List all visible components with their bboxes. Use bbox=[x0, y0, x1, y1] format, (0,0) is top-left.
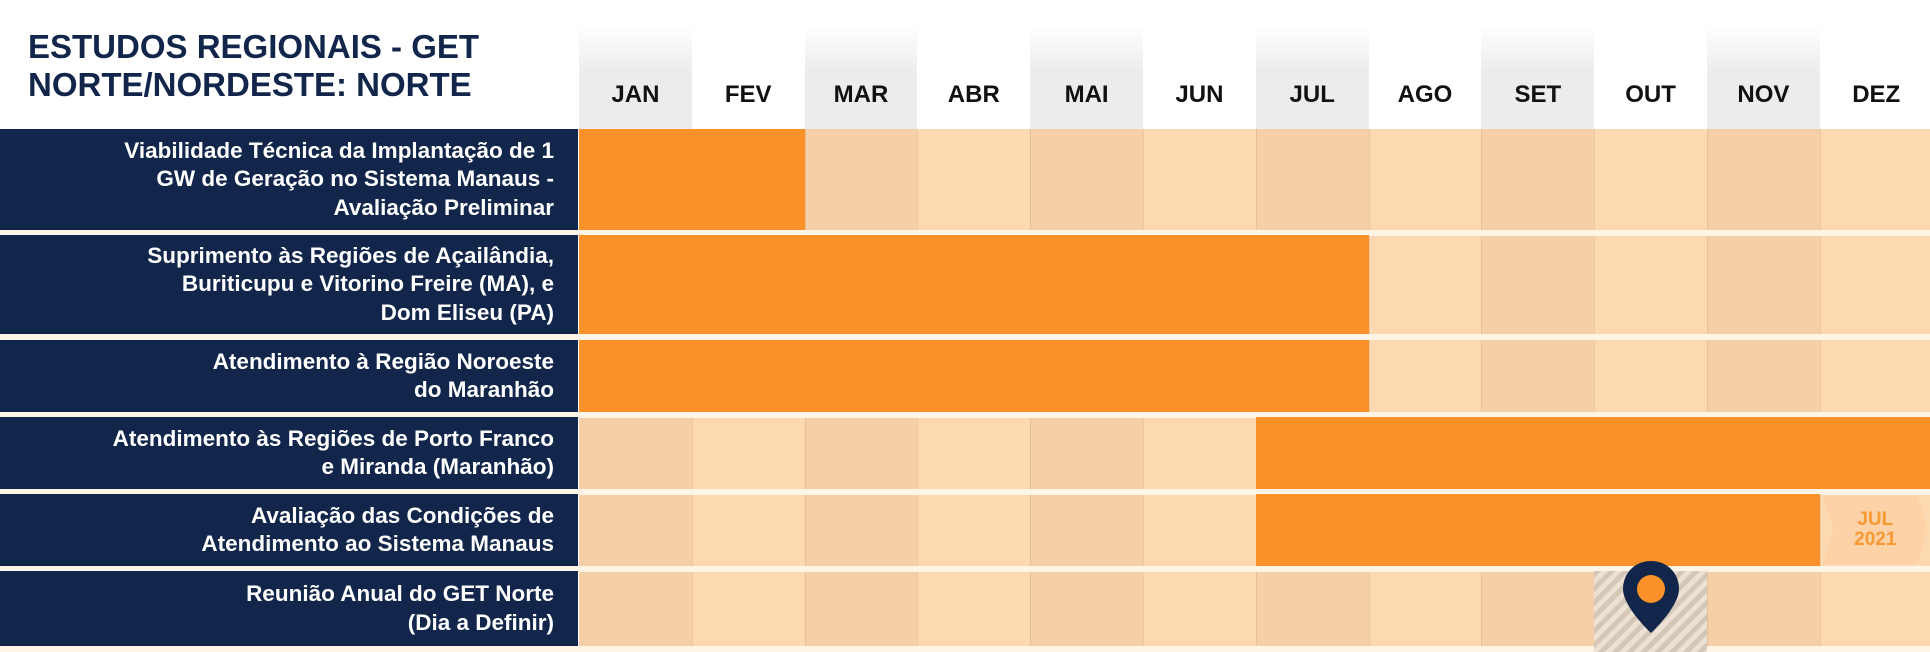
task-label: Viabilidade Técnica da Implantação de 1 … bbox=[0, 129, 578, 230]
row-separator bbox=[0, 334, 1930, 340]
column-divider bbox=[1594, 129, 1596, 646]
task-label: Atendimento à Região Noroeste do Maranhã… bbox=[0, 340, 578, 412]
month-header-out: OUT bbox=[1625, 81, 1676, 108]
title-line-1: ESTUDOS REGIONAIS - GET bbox=[28, 28, 480, 65]
title-line-2: NORTE/NORDESTE: NORTE bbox=[28, 66, 472, 103]
map-pin-icon bbox=[1620, 559, 1682, 635]
task-label-text: Atendimento às Regiões de Porto Franco e… bbox=[112, 425, 554, 480]
task-label-text: Reunião Anual do GET Norte (Dia a Defini… bbox=[246, 581, 554, 635]
month-header-mai: MAI bbox=[1030, 25, 1143, 129]
task-bar bbox=[579, 235, 1369, 334]
task-label: Avaliação das Condições de Atendimento a… bbox=[0, 494, 578, 566]
column-divider bbox=[1707, 129, 1708, 646]
task-bar bbox=[1255, 417, 1930, 489]
task-label-text: Avaliação das Condições de Atendimento a… bbox=[201, 502, 554, 557]
row-separator bbox=[0, 489, 1930, 495]
month-header-fev: FEV bbox=[724, 81, 772, 108]
column-divider bbox=[1368, 129, 1370, 646]
month-header-jul: JUL bbox=[1255, 25, 1369, 129]
row-separator bbox=[0, 566, 1930, 572]
row-separator bbox=[0, 412, 1930, 418]
continuation-month: JUL bbox=[1857, 509, 1894, 530]
column-divider bbox=[1819, 129, 1821, 646]
task-label: Reunião Anual do GET Norte (Dia a Defini… bbox=[0, 571, 578, 646]
task-bar bbox=[1255, 494, 1820, 566]
task-label-text: Suprimento às Regiões de Açailândia, Bur… bbox=[147, 242, 554, 325]
continuation-chevron: JUL 2021 bbox=[1822, 496, 1928, 564]
continuation-year: 2021 bbox=[1854, 529, 1897, 550]
month-header-abr: ABR bbox=[947, 81, 1000, 108]
column-divider bbox=[1481, 129, 1483, 646]
row-separator bbox=[0, 230, 1930, 236]
month-header-ago: AGO bbox=[1397, 81, 1453, 108]
task-label: Suprimento às Regiões de Açailândia, Bur… bbox=[0, 235, 578, 334]
task-bar bbox=[579, 129, 805, 230]
month-header-nov: NOV bbox=[1707, 25, 1820, 129]
task-label-text: Atendimento à Região Noroeste do Maranhã… bbox=[212, 348, 554, 403]
page-title: ESTUDOS REGIONAIS - GET NORTE/NORDESTE: … bbox=[28, 28, 479, 104]
month-header-jan: JAN bbox=[579, 25, 692, 129]
task-label-text: Viabilidade Técnica da Implantação de 1 … bbox=[124, 137, 554, 220]
month-header-dez: DEZ bbox=[1852, 81, 1901, 108]
task-label: Atendimento às Regiões de Porto Franco e… bbox=[0, 417, 578, 489]
month-header-set: SET bbox=[1481, 25, 1595, 129]
month-header-mar: MAR bbox=[804, 25, 918, 129]
month-header-jun: JUN bbox=[1175, 81, 1224, 108]
task-bar bbox=[579, 340, 1369, 412]
